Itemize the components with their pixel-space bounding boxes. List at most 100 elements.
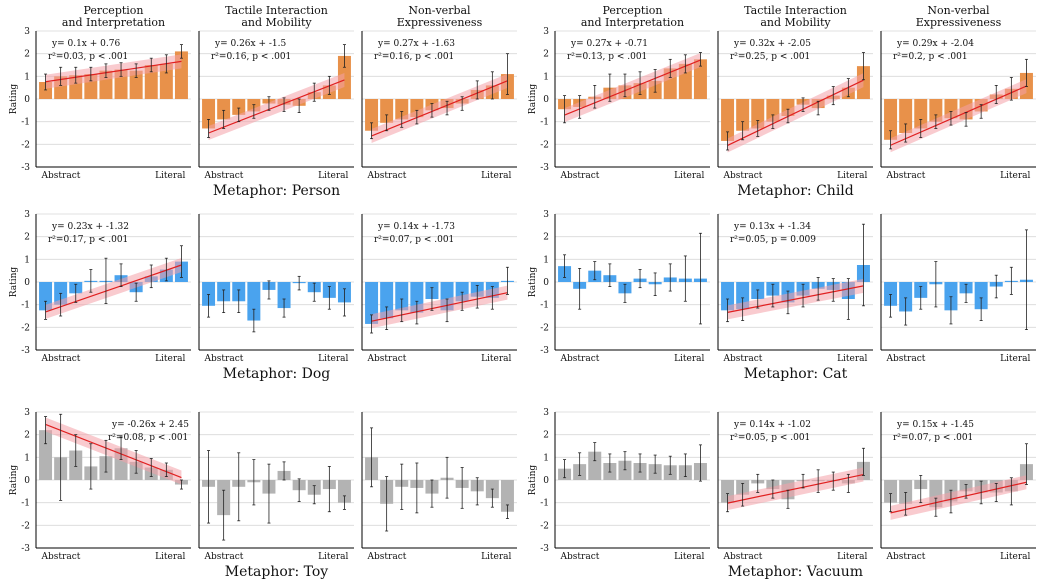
- x-tick-label: Literal: [674, 354, 704, 364]
- x-tick-label: Literal: [155, 354, 185, 364]
- fit-equation-label: y= 0.15x + -1.45: [896, 420, 974, 430]
- fit-stat-label: r²=0.25, p < .001: [730, 52, 810, 62]
- y-tick-label: 2: [543, 50, 549, 60]
- x-tick-label: Abstract: [560, 354, 600, 364]
- y-tick-label: 0: [543, 278, 549, 288]
- y-tick-label: -3: [21, 163, 30, 173]
- panel-title: and Mobility: [760, 16, 831, 29]
- panel: Abstract Literal: [555, 412, 710, 562]
- fit-equation-label: y= 0.26x + -1.5: [214, 39, 286, 49]
- x-tick-label: Literal: [318, 552, 348, 562]
- y-axis-label: Rating: [528, 465, 538, 496]
- x-tick-label: Literal: [1000, 552, 1030, 562]
- y-tick-label: 1: [543, 453, 549, 463]
- fit-equation-label: y= 0.27x + -0.71: [570, 39, 648, 49]
- y-tick-label: -2: [21, 140, 30, 150]
- y-tick-label: -1: [21, 301, 30, 311]
- panel: Tactile Interactionand Mobilityy= 0.32x …: [718, 4, 873, 181]
- y-tick-label: -3: [540, 346, 549, 356]
- panel: Abstract Literal: [199, 214, 354, 364]
- panel: Abstract Literal: [555, 214, 710, 364]
- y-tick-label: 0: [24, 476, 30, 486]
- panel: Perceptionand Interpretationy= 0.1x + 0.…: [36, 4, 191, 181]
- x-tick-label: Abstract: [560, 552, 600, 562]
- panel: Abstract Literal: [881, 214, 1036, 364]
- x-tick-label: Literal: [674, 552, 704, 562]
- fit-stat-label: r²=0.07, p < .001: [374, 235, 454, 245]
- y-axis-label: Rating: [9, 465, 19, 496]
- fit-stat-label: r²=0.05, p < .001: [730, 433, 810, 443]
- fit-stat-label: r²=0.03, p < .001: [48, 52, 128, 62]
- y-tick-label: -1: [540, 301, 549, 311]
- y-tick-label: 3: [24, 27, 30, 37]
- panel-title: and Interpretation: [62, 16, 165, 29]
- y-tick-label: 1: [543, 72, 549, 82]
- chart-title: Metaphor: Cat: [744, 366, 848, 382]
- y-tick-label: 1: [24, 453, 30, 463]
- y-tick-label: 3: [543, 210, 549, 220]
- chart-title: Metaphor: Toy: [225, 564, 329, 580]
- fit-stat-label: r²=0.05, p = 0.009: [730, 235, 816, 245]
- y-tick-label: 0: [543, 95, 549, 105]
- panel-title: Expressiveness: [916, 16, 1002, 29]
- panel: Tactile Interactionand Mobilityy= 0.26x …: [199, 4, 354, 181]
- fit-equation-label: y= 0.29x + -2.04: [896, 39, 974, 49]
- y-tick-label: -2: [540, 140, 549, 150]
- chart-group: Rating-3-2-10123y= 0.23x + -1.32r²=0.17,…: [9, 210, 517, 382]
- fit-equation-label: y= 0.32x + -2.05: [733, 39, 811, 49]
- y-tick-label: -3: [21, 544, 30, 554]
- y-tick-label: -2: [540, 521, 549, 531]
- panel: Abstract Literal: [362, 412, 517, 562]
- y-tick-label: -2: [21, 521, 30, 531]
- y-tick-label: 0: [543, 476, 549, 486]
- y-axis-label: Rating: [528, 84, 538, 115]
- y-tick-label: -1: [540, 499, 549, 509]
- y-tick-label: 2: [543, 431, 549, 441]
- x-tick-label: Abstract: [723, 171, 763, 181]
- y-tick-label: 3: [543, 408, 549, 418]
- x-tick-label: Abstract: [723, 552, 763, 562]
- y-tick-label: -2: [540, 323, 549, 333]
- x-tick-label: Abstract: [204, 552, 244, 562]
- x-tick-label: Abstract: [723, 354, 763, 364]
- panel: Perceptionand Interpretationy= 0.27x + -…: [555, 4, 710, 181]
- fit-stat-label: r²=0.07, p < .001: [893, 433, 973, 443]
- x-tick-label: Abstract: [41, 171, 81, 181]
- y-tick-label: 2: [24, 50, 30, 60]
- y-tick-label: -2: [21, 323, 30, 333]
- y-tick-label: 1: [543, 255, 549, 265]
- y-tick-label: 3: [24, 210, 30, 220]
- x-tick-label: Literal: [837, 552, 867, 562]
- x-tick-label: Literal: [155, 552, 185, 562]
- x-tick-label: Literal: [837, 171, 867, 181]
- x-tick-label: Literal: [481, 354, 511, 364]
- y-tick-label: -1: [540, 118, 549, 128]
- panel: y= 0.13x + -1.34 r²=0.05, p = 0.009 Abstra…: [718, 214, 873, 364]
- x-tick-label: Abstract: [367, 354, 407, 364]
- fit-equation-label: y= 0.13x + -1.34: [733, 222, 811, 232]
- panel: Abstract Literal: [199, 412, 354, 562]
- fit-equation-label: y= 0.14x + -1.02: [733, 420, 811, 430]
- chart-group: Rating -3 -2 -1 0 1 2 3 Abstract Literal y= 0.14x …: [528, 408, 1036, 580]
- panel-title: and Mobility: [241, 16, 312, 29]
- y-tick-label: 2: [24, 233, 30, 243]
- fit-equation-label: y= -0.26x + 2.45: [111, 420, 189, 430]
- x-tick-label: Abstract: [886, 552, 926, 562]
- x-tick-label: Abstract: [204, 354, 244, 364]
- y-tick-label: 0: [24, 95, 30, 105]
- y-tick-label: -3: [540, 544, 549, 554]
- y-axis-label: Rating: [9, 84, 19, 115]
- chart-group: Rating-3-2-10123y= -0.26x + 2.45r²=0.08,…: [9, 408, 517, 580]
- x-tick-label: Literal: [1000, 171, 1030, 181]
- x-tick-label: Abstract: [560, 171, 600, 181]
- fit-stat-label: r²=0.17, p < .001: [48, 235, 128, 245]
- chart-title: Metaphor: Child: [737, 183, 854, 199]
- y-tick-label: -1: [21, 499, 30, 509]
- chart-title: Metaphor: Dog: [223, 366, 331, 382]
- x-tick-label: Literal: [318, 354, 348, 364]
- chart-title: Metaphor: Person: [213, 183, 340, 199]
